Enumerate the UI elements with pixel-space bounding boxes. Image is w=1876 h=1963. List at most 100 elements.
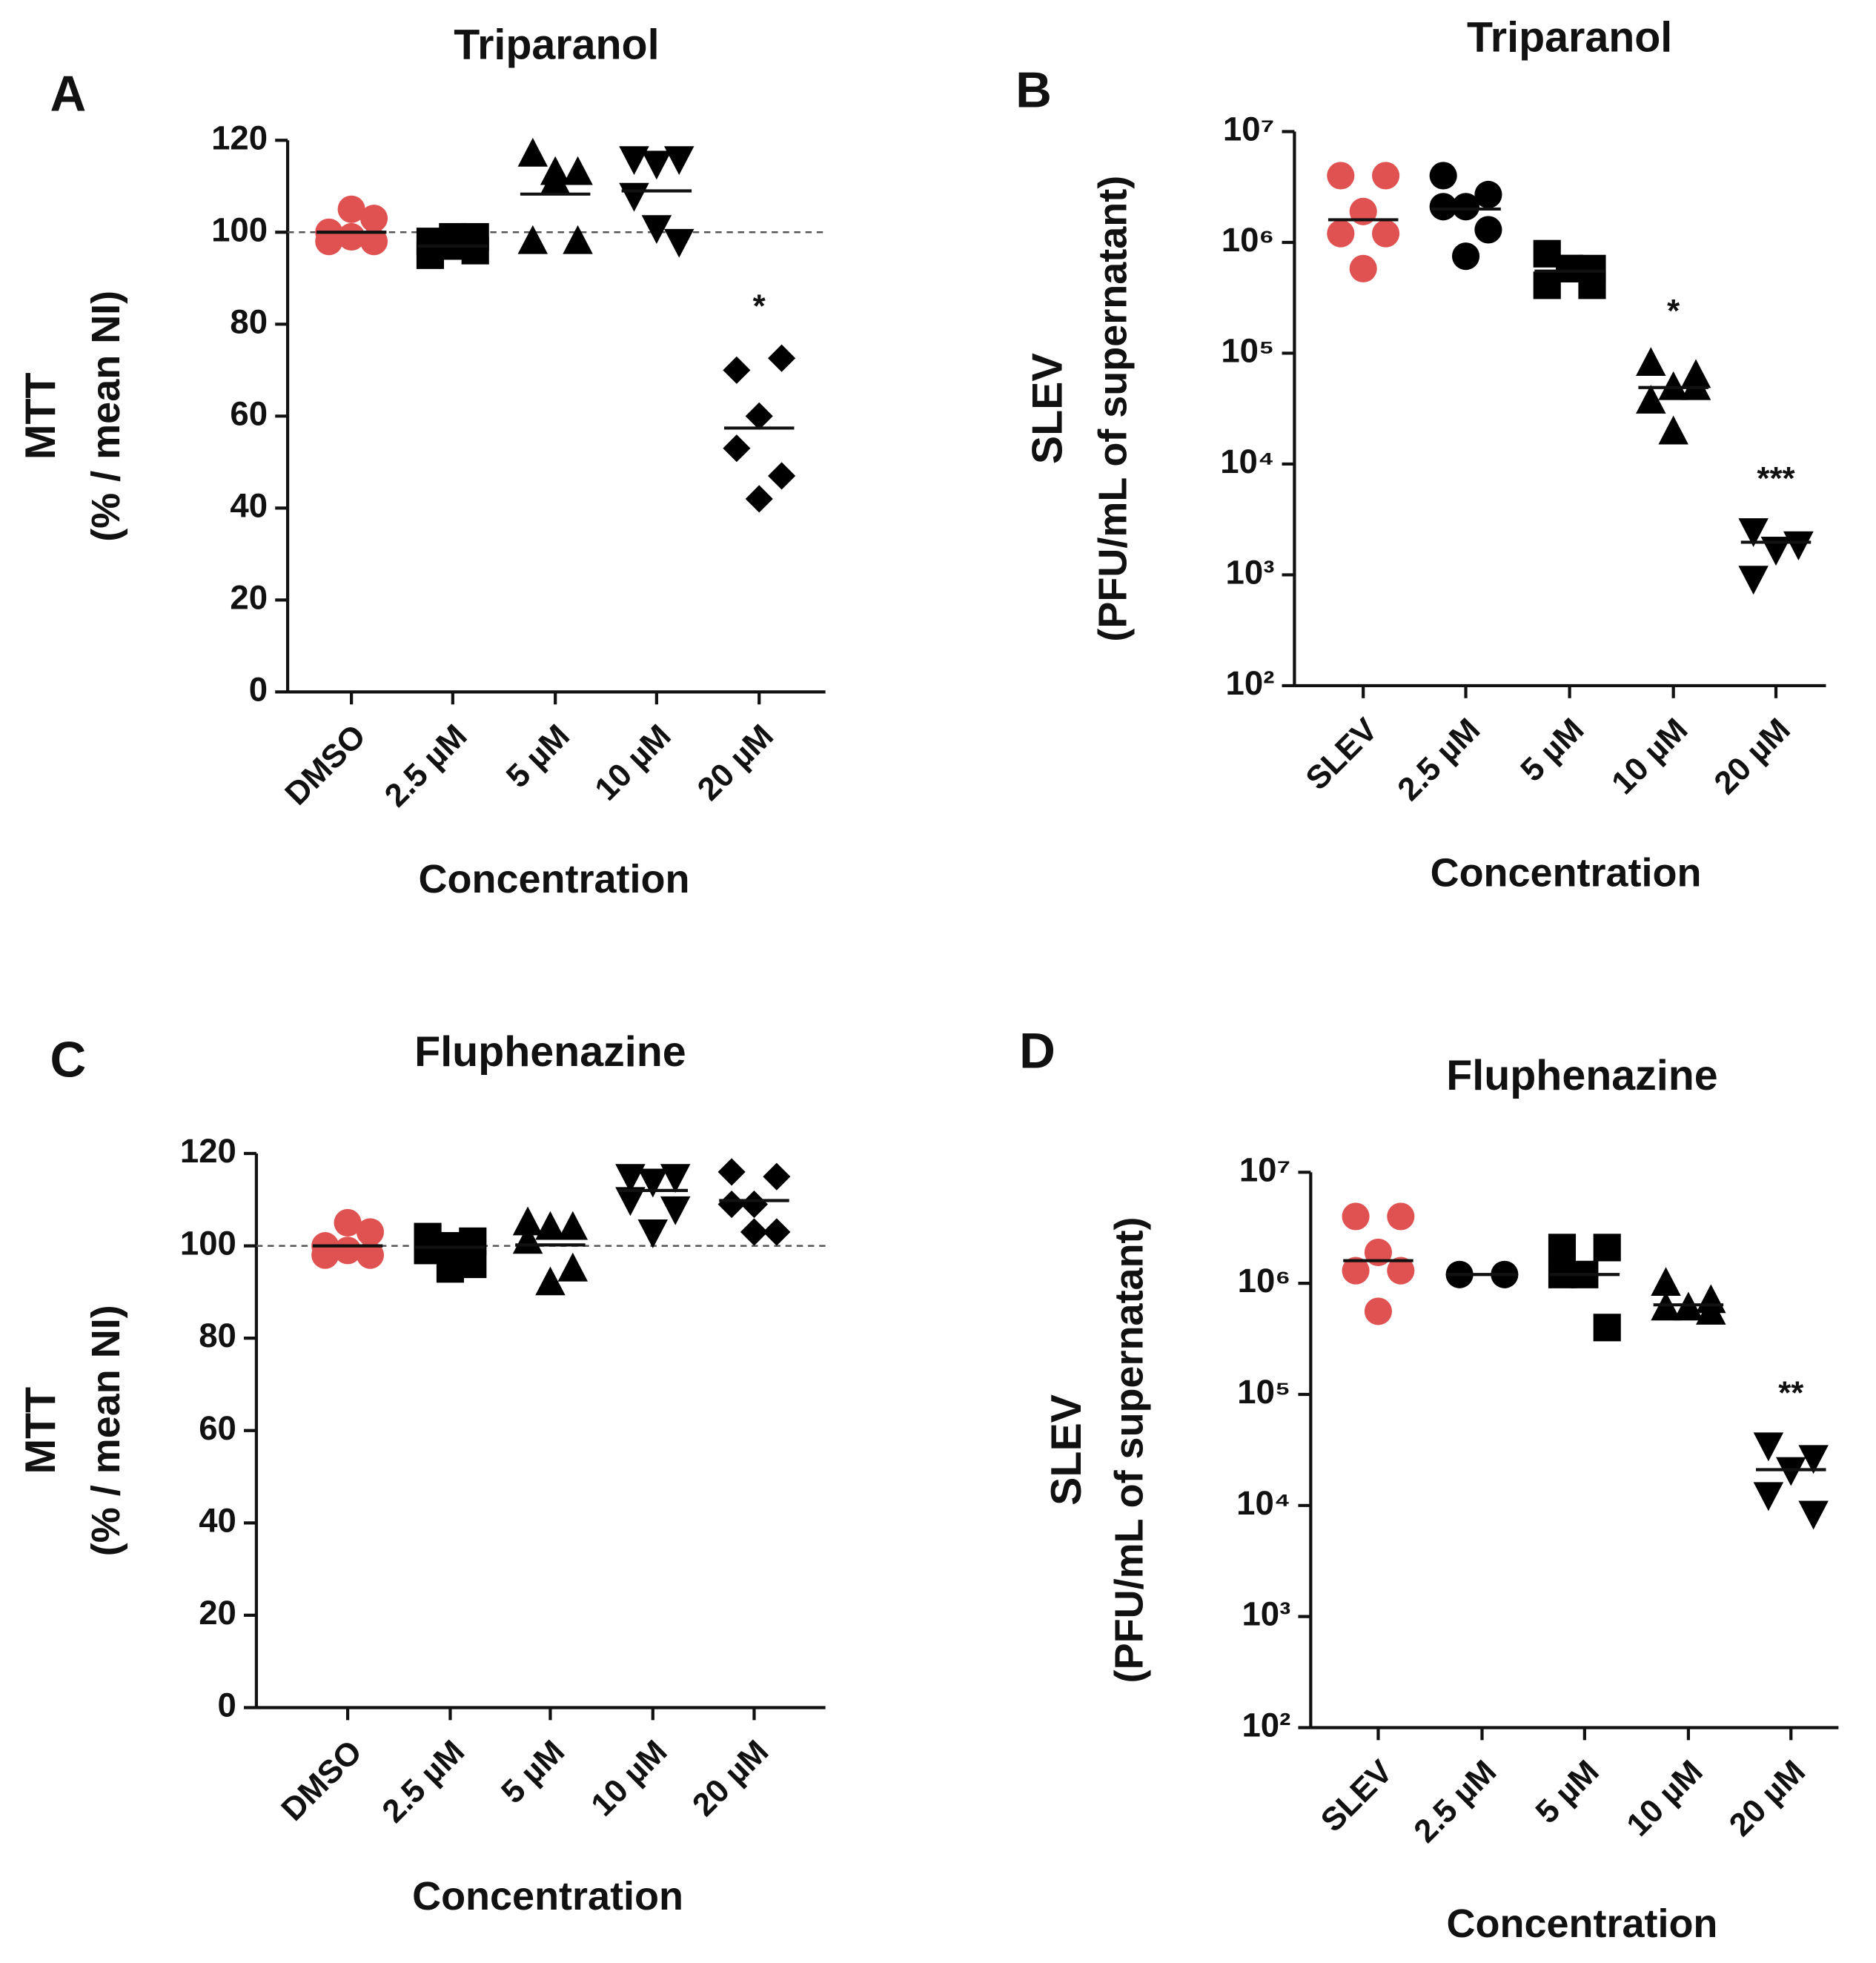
data-point [436, 1255, 465, 1283]
data-point [1342, 1202, 1370, 1231]
y-tick-label: 10⁴ [1220, 443, 1274, 480]
data-point [723, 356, 751, 384]
y-axis-label: SLEV [1043, 1394, 1090, 1506]
y-tick-label: 10⁷ [1223, 110, 1274, 148]
data-point [1798, 1500, 1829, 1530]
data-point [740, 1190, 769, 1219]
y-tick-label: 60 [199, 1409, 236, 1447]
y-tick-label: 10⁷ [1239, 1151, 1290, 1188]
data-point [359, 205, 388, 233]
data-point [1451, 193, 1480, 221]
data-point [663, 146, 695, 176]
data-point [1474, 180, 1502, 209]
significance: * [753, 288, 766, 324]
panel-label: A [50, 67, 86, 122]
x-tick-label: 5 µM [494, 1733, 571, 1810]
x-tick-label: 2.5 µM [377, 718, 474, 814]
data-point [1387, 1202, 1415, 1231]
data-point [641, 150, 672, 180]
data-point [1372, 219, 1400, 248]
data-point [763, 1162, 791, 1191]
y-axis-sublabel: (% / mean NI) [84, 1305, 128, 1556]
data-point [637, 1168, 669, 1198]
panel-label: B [1015, 63, 1052, 119]
x-tick-label: 5 µM [500, 718, 577, 795]
x-axis-label: Concentration [412, 1874, 683, 1919]
data-point [337, 195, 365, 223]
data-point [334, 1237, 362, 1265]
y-tick-label: 40 [199, 1501, 236, 1539]
data-point [660, 1164, 691, 1194]
data-point [1474, 216, 1502, 244]
data-point [1327, 219, 1355, 248]
data-point [557, 1211, 589, 1240]
data-point [1636, 347, 1666, 377]
data-point [1327, 162, 1355, 190]
y-tick-label: 60 [230, 394, 268, 432]
y-axis-sublabel: (PFU/mL of supernatant) [1090, 176, 1135, 642]
x-tick-label: 2.5 µM [1391, 712, 1487, 808]
significance: * [1667, 293, 1680, 329]
data-point [517, 225, 548, 254]
data-point [337, 222, 365, 251]
y-tick-label: 80 [199, 1317, 236, 1354]
x-tick-label: DMSO [274, 1733, 369, 1828]
y-axis-sublabel: (% / mean NI) [84, 291, 128, 542]
data-point [1738, 566, 1769, 595]
data-point [1753, 1432, 1784, 1462]
data-point [663, 228, 695, 258]
y-tick-label: 100 [211, 211, 268, 248]
data-point [512, 1206, 543, 1236]
chart-title: Fluphenazine [414, 1028, 686, 1076]
x-tick-label: 5 µM [1514, 712, 1591, 789]
x-tick-label: 20 µM [1707, 712, 1797, 801]
significance: *** [1757, 460, 1795, 497]
data-point [768, 462, 796, 490]
data-point [1636, 385, 1666, 414]
data-point [763, 1218, 791, 1246]
y-tick-label: 120 [211, 119, 268, 156]
x-tick-label: 5 µM [1528, 1753, 1605, 1830]
data-point [1429, 162, 1457, 190]
y-axis-label: MTT [17, 1387, 64, 1474]
data-point [1349, 254, 1377, 282]
x-tick-label: SLEV [1299, 712, 1385, 798]
data-point [1776, 1457, 1806, 1486]
chart-title: Triparanol [454, 21, 659, 69]
x-tick-label: 20 µM [1723, 1753, 1812, 1843]
y-axis-label: SLEV [1024, 353, 1072, 464]
data-point [1429, 193, 1457, 221]
y-tick-label: 10⁶ [1238, 1262, 1291, 1300]
data-point [1451, 242, 1480, 271]
y-axis-sublabel: (PFU/mL of supernatant) [1107, 1216, 1151, 1683]
y-tick-label: 40 [230, 486, 268, 524]
data-point [615, 1164, 646, 1194]
data-point [1658, 415, 1688, 445]
data-point [1783, 531, 1814, 560]
x-tick-label: 20 µM [686, 1733, 775, 1823]
data-point [641, 215, 672, 245]
data-point [1760, 537, 1792, 566]
x-tick-label: 2.5 µM [1407, 1753, 1503, 1850]
data-point [1753, 1482, 1784, 1512]
data-point [1696, 1296, 1726, 1325]
data-point [1798, 1445, 1829, 1474]
x-tick-label: 10 µM [1620, 1753, 1709, 1843]
y-tick-label: 10⁵ [1237, 1373, 1290, 1411]
y-tick-label: 10³ [1242, 1595, 1290, 1633]
data-point [334, 1208, 362, 1237]
data-point [615, 1187, 646, 1216]
x-axis-label: Concentration [1431, 851, 1702, 896]
data-point [619, 182, 649, 212]
x-tick-label: DMSO [278, 718, 373, 812]
y-tick-label: 0 [249, 670, 268, 708]
y-tick-label: 10⁴ [1236, 1484, 1290, 1522]
data-point [1680, 371, 1711, 400]
data-point [540, 165, 571, 194]
data-point [1738, 518, 1769, 547]
data-point [1658, 371, 1688, 400]
y-tick-label: 10² [1242, 1707, 1290, 1744]
data-point [745, 402, 773, 430]
x-tick-label: 2.5 µM [375, 1733, 471, 1830]
